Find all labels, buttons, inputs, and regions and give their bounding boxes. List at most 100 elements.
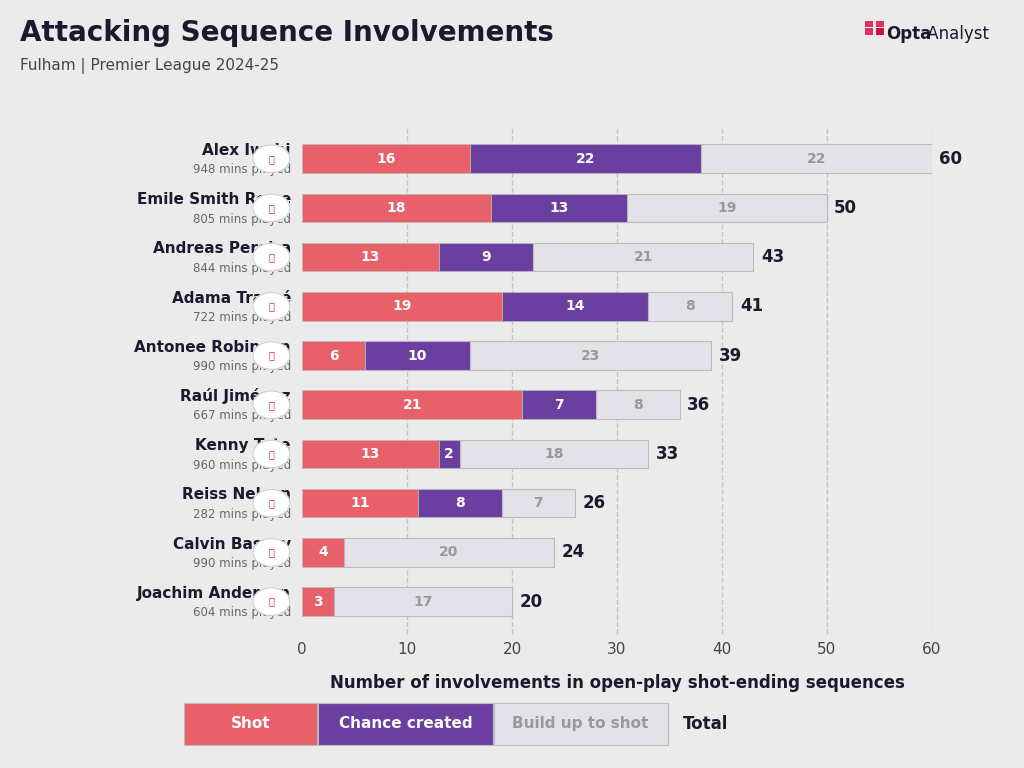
Text: 13: 13 bbox=[360, 447, 380, 461]
Text: 282 mins played: 282 mins played bbox=[193, 508, 291, 521]
Text: Total: Total bbox=[683, 715, 728, 733]
Bar bbox=[302, 489, 418, 518]
Text: 41: 41 bbox=[739, 297, 763, 316]
Text: 8: 8 bbox=[685, 300, 695, 313]
Text: 36: 36 bbox=[687, 396, 711, 414]
X-axis label: Number of involvements in open-play shot-ending sequences: Number of involvements in open-play shot… bbox=[330, 674, 904, 692]
Text: ⬥: ⬥ bbox=[268, 301, 274, 311]
Bar bbox=[344, 538, 554, 567]
Text: Reiss Nelson: Reiss Nelson bbox=[182, 488, 291, 502]
Bar bbox=[470, 144, 700, 173]
Text: 3: 3 bbox=[313, 594, 323, 608]
Text: 22: 22 bbox=[807, 152, 826, 166]
Text: 8: 8 bbox=[633, 398, 643, 412]
Text: ⬥: ⬥ bbox=[268, 597, 274, 607]
Text: Opta: Opta bbox=[886, 25, 931, 43]
Text: Attacking Sequence Involvements: Attacking Sequence Involvements bbox=[20, 19, 554, 47]
Text: 8: 8 bbox=[455, 496, 465, 510]
Text: Andreas Pereira: Andreas Pereira bbox=[153, 241, 291, 257]
Text: 21: 21 bbox=[634, 250, 653, 264]
Bar bbox=[700, 144, 932, 173]
Bar bbox=[418, 489, 502, 518]
Text: Adama Traoré: Adama Traoré bbox=[172, 290, 291, 306]
Bar bbox=[302, 292, 502, 320]
Bar bbox=[532, 243, 754, 271]
Bar bbox=[460, 440, 648, 468]
Text: 19: 19 bbox=[718, 201, 737, 215]
Bar bbox=[302, 440, 438, 468]
Bar bbox=[302, 144, 470, 173]
Bar bbox=[438, 440, 460, 468]
Text: 805 mins played: 805 mins played bbox=[193, 213, 291, 226]
Text: 2: 2 bbox=[444, 447, 454, 461]
Bar bbox=[648, 292, 732, 320]
Text: ⬥: ⬥ bbox=[268, 548, 274, 558]
Bar bbox=[502, 489, 575, 518]
Text: 4: 4 bbox=[318, 545, 328, 559]
Text: 9: 9 bbox=[481, 250, 490, 264]
Text: 50: 50 bbox=[835, 199, 857, 217]
Text: Raúl Jiménez: Raúl Jiménez bbox=[180, 389, 291, 405]
Text: 26: 26 bbox=[583, 494, 605, 512]
Text: Build up to shot: Build up to shot bbox=[512, 717, 649, 731]
Bar bbox=[522, 390, 596, 419]
Text: ⬥: ⬥ bbox=[268, 154, 274, 164]
Bar bbox=[302, 194, 492, 222]
Text: ⬥: ⬥ bbox=[268, 400, 274, 410]
Text: 60: 60 bbox=[939, 150, 963, 167]
Text: ⬥: ⬥ bbox=[268, 498, 274, 508]
Text: 948 mins played: 948 mins played bbox=[193, 164, 291, 177]
Text: 10: 10 bbox=[408, 349, 427, 362]
Text: Chance created: Chance created bbox=[339, 717, 472, 731]
Text: 990 mins played: 990 mins played bbox=[193, 360, 291, 373]
Text: 844 mins played: 844 mins played bbox=[193, 262, 291, 275]
Text: 21: 21 bbox=[402, 398, 422, 412]
Text: 23: 23 bbox=[581, 349, 600, 362]
Bar bbox=[334, 588, 512, 616]
Bar bbox=[302, 243, 438, 271]
Text: 17: 17 bbox=[413, 594, 432, 608]
Text: 18: 18 bbox=[387, 201, 407, 215]
Bar bbox=[628, 194, 827, 222]
Text: 604 mins played: 604 mins played bbox=[193, 606, 291, 619]
Text: ⬥: ⬥ bbox=[268, 350, 274, 360]
Text: 990 mins played: 990 mins played bbox=[193, 557, 291, 570]
Text: 16: 16 bbox=[377, 152, 395, 166]
Text: 22: 22 bbox=[575, 152, 595, 166]
Text: ⬥: ⬥ bbox=[268, 252, 274, 262]
Text: ⬥: ⬥ bbox=[268, 203, 274, 213]
Text: 24: 24 bbox=[561, 544, 585, 561]
Bar bbox=[302, 588, 334, 616]
Text: 14: 14 bbox=[565, 300, 585, 313]
Text: 18: 18 bbox=[544, 447, 564, 461]
Text: 722 mins played: 722 mins played bbox=[193, 311, 291, 324]
Text: 20: 20 bbox=[439, 545, 459, 559]
Bar bbox=[302, 538, 344, 567]
Text: Calvin Bassey: Calvin Bassey bbox=[173, 537, 291, 551]
Text: Antonee Robinson: Antonee Robinson bbox=[134, 339, 291, 355]
Text: 960 mins played: 960 mins played bbox=[193, 458, 291, 472]
Text: Analyst: Analyst bbox=[922, 25, 988, 43]
Text: 19: 19 bbox=[392, 300, 412, 313]
Bar bbox=[492, 194, 628, 222]
Text: 20: 20 bbox=[519, 593, 543, 611]
Bar bbox=[596, 390, 680, 419]
Text: ⬥: ⬥ bbox=[268, 449, 274, 459]
Bar bbox=[302, 390, 522, 419]
Text: Joachim Andersen: Joachim Andersen bbox=[137, 586, 291, 601]
Text: Fulham | Premier League 2024-25: Fulham | Premier League 2024-25 bbox=[20, 58, 280, 74]
Text: Emile Smith Rowe: Emile Smith Rowe bbox=[137, 192, 291, 207]
Text: 13: 13 bbox=[360, 250, 380, 264]
Text: Shot: Shot bbox=[231, 717, 270, 731]
Text: 6: 6 bbox=[329, 349, 338, 362]
Text: 11: 11 bbox=[350, 496, 370, 510]
Text: 33: 33 bbox=[655, 445, 679, 463]
Bar bbox=[470, 341, 712, 370]
Text: Alex Iwobi: Alex Iwobi bbox=[203, 143, 291, 158]
Text: 7: 7 bbox=[554, 398, 564, 412]
Bar bbox=[365, 341, 470, 370]
Bar bbox=[302, 341, 365, 370]
Text: 7: 7 bbox=[534, 496, 543, 510]
Text: 667 mins played: 667 mins played bbox=[193, 409, 291, 422]
Bar bbox=[438, 243, 532, 271]
